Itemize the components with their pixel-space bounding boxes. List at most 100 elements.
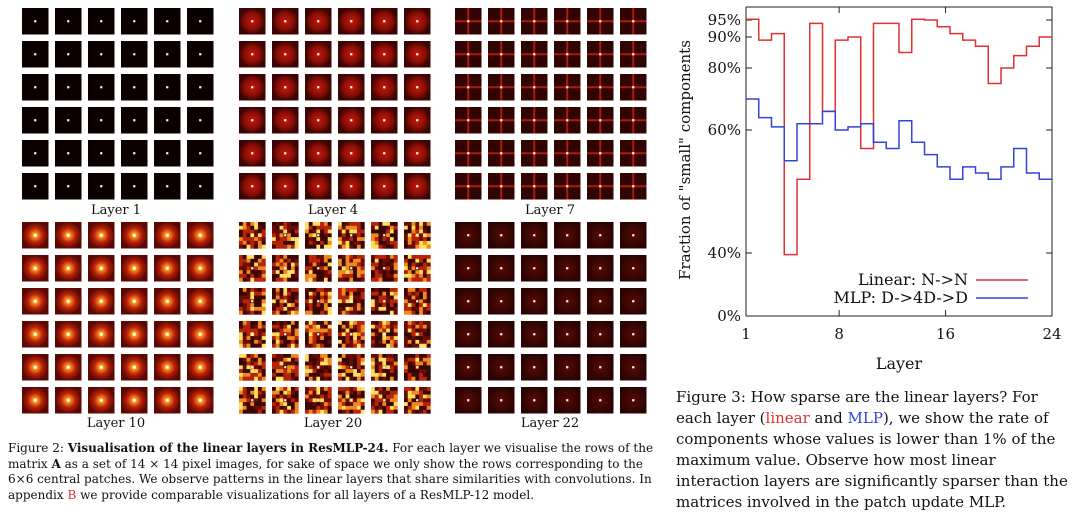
heatmap-tile (154, 321, 181, 348)
legend: Linear: N->N MLP: D->4D->D (833, 270, 1028, 307)
heatmap-tile (88, 387, 115, 414)
heatmap-tile (272, 288, 299, 315)
heatmap-tile (371, 222, 398, 249)
heatmap-tile (338, 387, 365, 414)
panel-label-layer-1: Layer 1 (90, 203, 142, 218)
heatmap-tile (404, 140, 431, 167)
heatmap-tile (587, 173, 614, 200)
heatmap-tile (272, 255, 299, 282)
caption-mlp-keyword: MLP (847, 409, 883, 427)
y-tick-label: 40% (708, 244, 741, 262)
heatmap-tile (187, 8, 214, 35)
heatmap-tile (554, 8, 581, 35)
appendix-reference-link[interactable]: B (67, 487, 77, 502)
caption-bold-title: Visualisation of the linear layers in Re… (67, 441, 389, 455)
heatmap-tile (587, 288, 614, 315)
heatmap-tile (404, 173, 431, 200)
heatmap-tile (554, 41, 581, 68)
heatmap-tile (272, 74, 299, 101)
heatmap-tile (55, 107, 82, 134)
heatmap-tile (272, 173, 299, 200)
heatmap-tile (521, 354, 548, 381)
heatmap-tile (620, 107, 647, 134)
heatmap-tile (305, 354, 332, 381)
heatmap-tile (55, 354, 82, 381)
heatmap-tile (22, 321, 49, 348)
heatmap-tile (338, 222, 365, 249)
heatmap-tile (488, 140, 515, 167)
x-axis-ticks: 1 8 16 24 (741, 7, 1062, 343)
heatmap-tile (404, 354, 431, 381)
heatmap-tile (488, 354, 515, 381)
heatmap-tile (455, 288, 482, 315)
heatmap-tile (620, 173, 647, 200)
heatmap-tile (620, 8, 647, 35)
heatmap-tile (154, 140, 181, 167)
heatmap-tile (404, 8, 431, 35)
heatmap-tile (404, 107, 431, 134)
heatmap-tile (121, 8, 148, 35)
heatmap-tile (272, 387, 299, 414)
heatmap-tile (371, 173, 398, 200)
heatmap-tile (587, 140, 614, 167)
heatmap-tile (554, 74, 581, 101)
heatmap-tile (587, 387, 614, 414)
heatmap-tile (338, 255, 365, 282)
heatmap-tile (488, 8, 515, 35)
heatmap-tile (22, 354, 49, 381)
heatmap-tile (272, 140, 299, 167)
heatmap-tile (554, 321, 581, 348)
heatmap-tile (521, 387, 548, 414)
x-axis-label: Layer (876, 354, 923, 373)
heatmap-tile (55, 255, 82, 282)
heatmap-tile (521, 8, 548, 35)
heatmap-tile (587, 41, 614, 68)
heatmap-tile (305, 288, 332, 315)
y-tick-label: 90% (708, 28, 741, 46)
heatmap-tile (305, 140, 332, 167)
heatmap-tile (521, 173, 548, 200)
heatmap-tile (239, 8, 266, 35)
heatmap-tile (121, 74, 148, 101)
panel-label-layer-4: Layer 4 (307, 203, 359, 218)
panel-label-layer-22: Layer 22 (520, 416, 580, 431)
heatmap-tile (521, 288, 548, 315)
heatmap-tile (554, 173, 581, 200)
heatmap-tile (404, 288, 431, 315)
heatmap-tile (55, 222, 82, 249)
heatmap-tile (455, 255, 482, 282)
heatmap-tile (305, 255, 332, 282)
x-tick-label: 24 (1042, 325, 1061, 343)
heatmap-tile (239, 321, 266, 348)
heatmap-tile (22, 8, 49, 35)
heatmap-tile (55, 288, 82, 315)
heatmap-tile (305, 8, 332, 35)
heatmap-tile (239, 140, 266, 167)
heatmap-tile (587, 354, 614, 381)
heatmap-tile (404, 41, 431, 68)
heatmap-tile (404, 222, 431, 249)
heatmap-tile (521, 255, 548, 282)
heatmap-tile (488, 41, 515, 68)
heatmap-tile (121, 387, 148, 414)
heatmap-tile (88, 140, 115, 167)
heatmap-tile (154, 288, 181, 315)
heatmap-tile (404, 321, 431, 348)
heatmap-tile (620, 288, 647, 315)
heatmap-tile (88, 288, 115, 315)
heatmap-tile (554, 288, 581, 315)
heatmap-tile (121, 173, 148, 200)
heatmap-tile (22, 222, 49, 249)
heatmap-tile (239, 74, 266, 101)
heatmap-tile (187, 41, 214, 68)
heatmap-tile (55, 8, 82, 35)
panel-label-layer-10: Layer 10 (86, 416, 146, 431)
heatmap-tile (338, 354, 365, 381)
heatmap-tile (620, 354, 647, 381)
heatmap-tile (587, 321, 614, 348)
series-line-mlp (746, 98, 1052, 180)
heatmap-tile (455, 140, 482, 167)
heatmap-tile (554, 255, 581, 282)
heatmap-tile (338, 41, 365, 68)
heatmap-tile (187, 173, 214, 200)
